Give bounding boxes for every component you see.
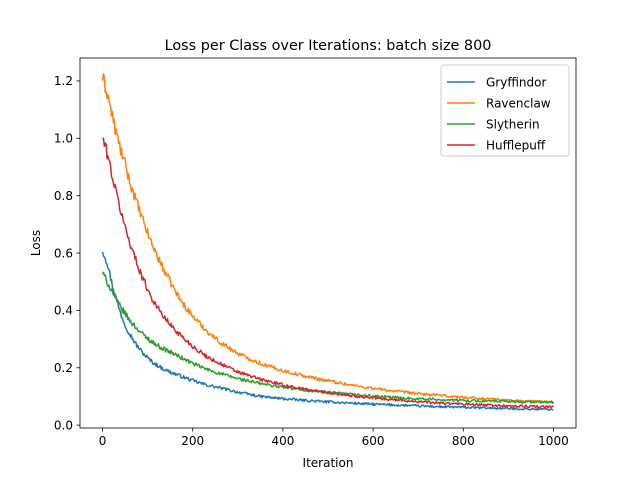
x-tick-label: 200	[181, 434, 204, 448]
x-axis-ticks: 0 200 400 600 800 1000	[99, 428, 569, 448]
y-tick-label: 1.2	[54, 74, 73, 88]
series-line-slytherin	[101, 271, 555, 404]
y-tick-label: 0.6	[54, 246, 73, 260]
legend-box	[440, 64, 570, 157]
legend-label-ravenclaw: Ravenclaw	[486, 96, 551, 110]
y-tick-label: 0.4	[54, 304, 73, 318]
y-axis-label: Loss	[29, 230, 43, 256]
legend-label-slytherin: Slytherin	[486, 117, 540, 131]
y-axis-ticks: 0.0 0.2 0.4 0.6 0.8 1.0 1.2	[54, 74, 80, 432]
series-line-hufflepuff	[102, 137, 555, 409]
series-layer	[101, 73, 555, 411]
series-line-ravenclaw	[101, 73, 554, 405]
x-axis-label: Iteration	[303, 456, 354, 470]
series-line-gryffindor	[101, 251, 554, 411]
x-tick-label: 400	[271, 434, 294, 448]
chart-title: Loss per Class over Iterations: batch si…	[165, 38, 492, 54]
x-tick-label: 0	[99, 434, 107, 448]
x-tick-label: 600	[362, 434, 385, 448]
legend-label-hufflepuff: Hufflepuff	[486, 138, 546, 152]
y-tick-label: 1.0	[54, 132, 73, 146]
x-tick-label: 1000	[538, 434, 569, 448]
x-tick-label: 800	[452, 434, 475, 448]
plot-frame	[79, 57, 577, 429]
legend: Gryffindor Ravenclaw Slytherin Hufflepuff	[440, 64, 570, 157]
y-tick-label: 0.0	[54, 418, 73, 432]
y-tick-label: 0.2	[54, 361, 73, 375]
legend-label-gryffindor: Gryffindor	[486, 75, 547, 89]
plot-area	[79, 57, 577, 429]
y-tick-label: 0.8	[54, 189, 73, 203]
